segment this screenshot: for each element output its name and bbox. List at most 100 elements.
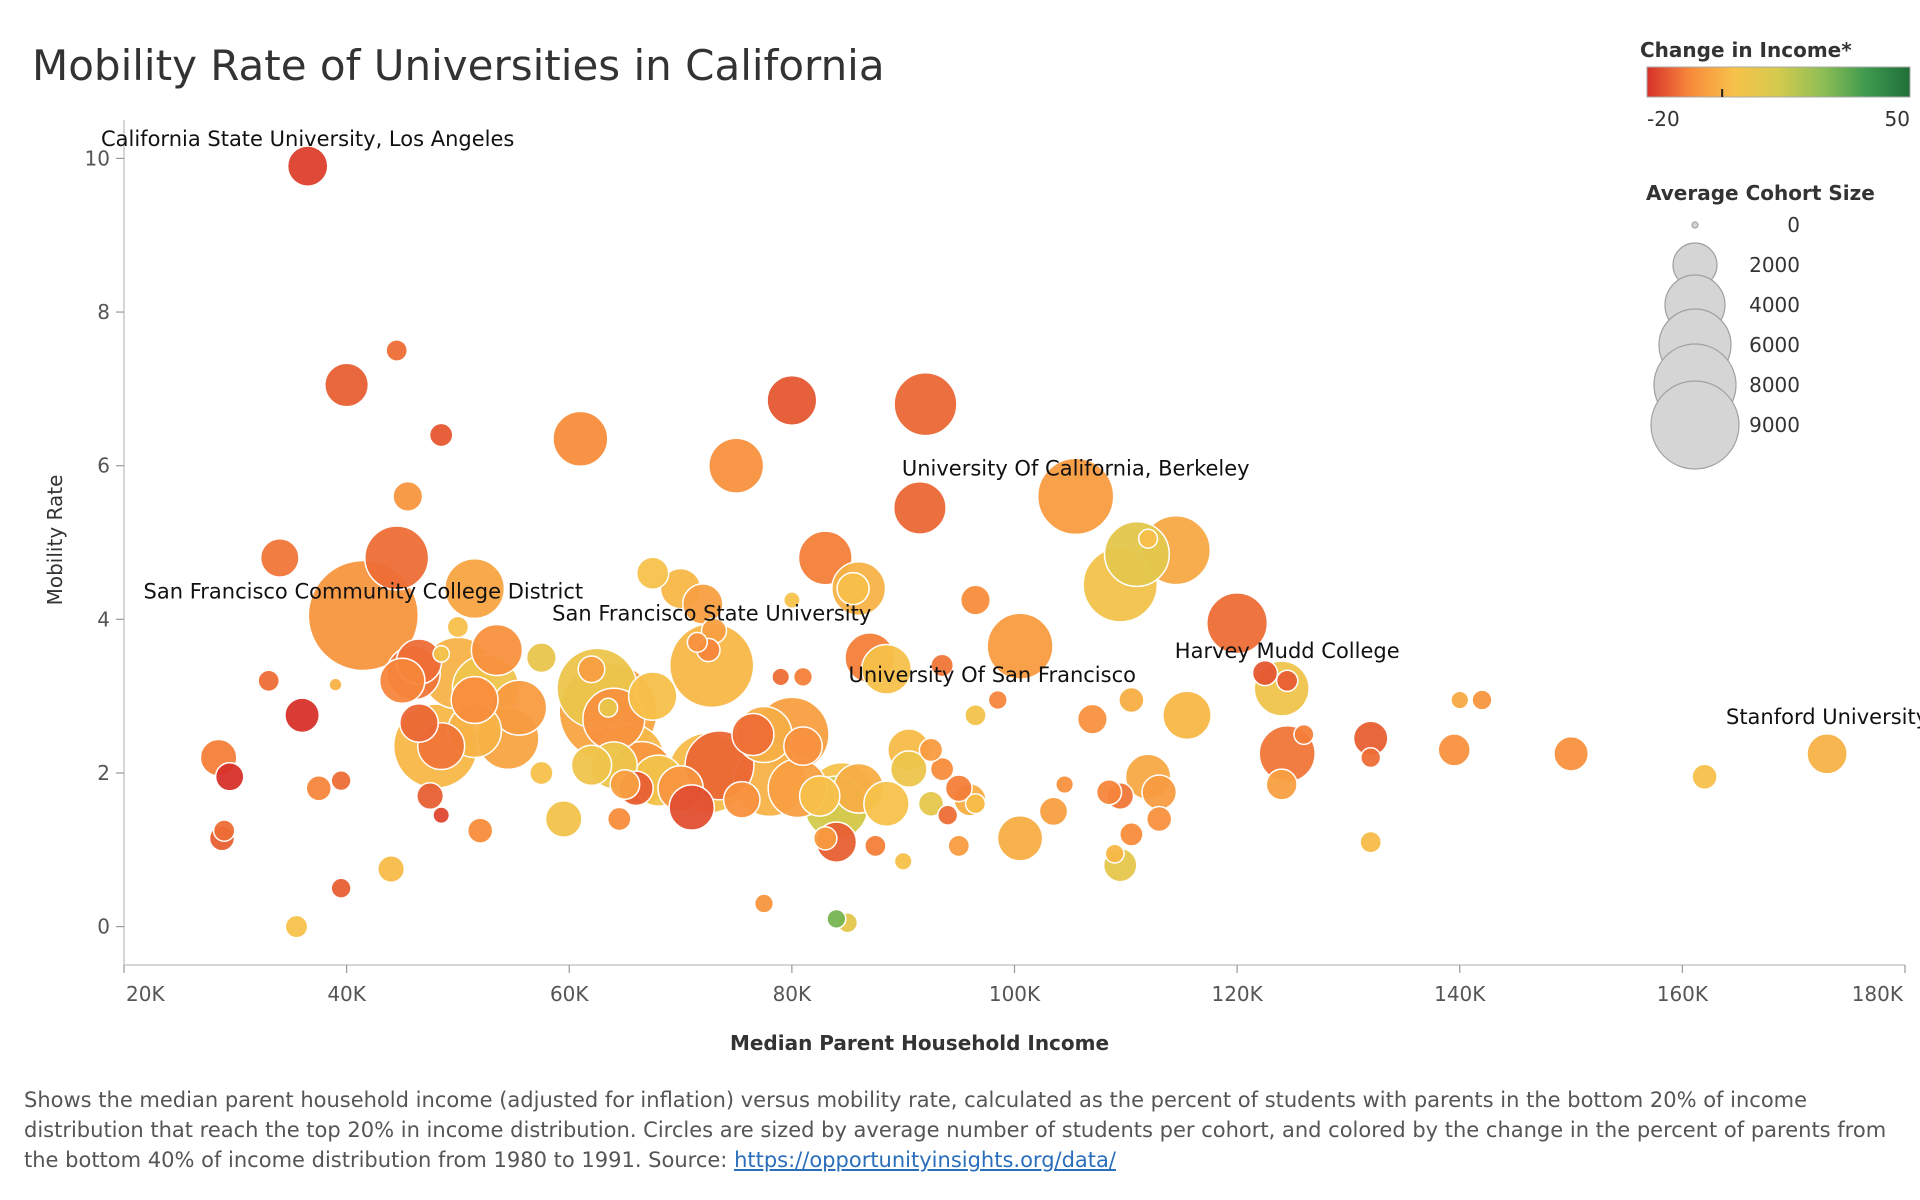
annotation-label: San Francisco State University xyxy=(552,601,871,625)
data-point xyxy=(446,615,470,639)
data-point xyxy=(284,914,309,939)
data-point xyxy=(1076,703,1108,735)
data-point xyxy=(863,780,910,828)
data-point xyxy=(525,642,557,674)
data-point xyxy=(892,480,947,535)
data-point xyxy=(466,817,494,844)
data-point xyxy=(570,744,613,787)
data-point xyxy=(708,437,765,494)
data-point xyxy=(377,854,406,884)
scatter-chart: Mobility Rate of Universities in Califor… xyxy=(32,38,1920,1055)
axes: 0 2 4 6 8 10 20K 40K 60K 80K 100K 120K 140K 160K 180K M… xyxy=(43,120,1906,1055)
data-point xyxy=(1206,592,1269,655)
data-point xyxy=(1471,689,1493,711)
color-legend-min: -20 xyxy=(1647,107,1680,131)
y-tick-label: 2 xyxy=(97,761,110,785)
data-point xyxy=(996,814,1044,862)
data-point xyxy=(917,790,945,817)
data-point xyxy=(964,793,987,815)
data-point xyxy=(324,362,370,408)
size-legend-label: 2000 xyxy=(1749,253,1800,277)
data-point xyxy=(918,737,944,763)
color-legend-title: Change in Income* xyxy=(1640,38,1852,62)
chart-title: Mobility Rate of Universities in Califor… xyxy=(32,41,885,90)
data-point xyxy=(544,800,583,838)
data-point xyxy=(668,784,716,831)
size-legend-label: 9000 xyxy=(1749,413,1800,437)
data-point xyxy=(392,480,424,512)
data-point xyxy=(1095,778,1123,806)
data-point xyxy=(1359,830,1383,854)
data-point xyxy=(893,372,958,437)
data-point xyxy=(937,804,959,826)
y-tick-label: 0 xyxy=(97,915,110,939)
data-point xyxy=(930,653,955,678)
x-tick-label: 60K xyxy=(550,982,589,1006)
y-tick-label: 4 xyxy=(97,607,110,631)
data-point xyxy=(286,145,329,187)
data-point xyxy=(1104,843,1125,864)
data-point xyxy=(635,556,670,590)
data-point xyxy=(1145,805,1173,833)
data-point xyxy=(627,671,678,721)
size-legend-label: 0 xyxy=(1787,213,1800,237)
x-axis-title: Median Parent Household Income xyxy=(730,1031,1109,1055)
data-point xyxy=(753,893,775,914)
color-legend: Change in Income* -20 50 xyxy=(1640,38,1911,131)
data-point xyxy=(1036,457,1115,536)
data-point xyxy=(836,571,870,606)
data-point xyxy=(731,712,775,757)
data-point xyxy=(450,675,499,725)
data-point xyxy=(432,806,451,825)
x-tick-label: 120K xyxy=(1211,982,1263,1006)
data-point xyxy=(428,422,454,448)
data-point xyxy=(1293,723,1315,746)
color-legend-max: 50 xyxy=(1885,107,1910,131)
x-tick-label: 100K xyxy=(989,982,1041,1006)
data-point xyxy=(598,697,619,718)
data-point xyxy=(328,677,343,692)
data-point xyxy=(944,774,973,803)
y-tick-label: 8 xyxy=(97,300,110,324)
data-point xyxy=(364,525,430,591)
data-point xyxy=(1137,528,1159,549)
data-point xyxy=(432,644,451,663)
data-point xyxy=(766,374,818,426)
data-point xyxy=(1055,774,1075,795)
data-point xyxy=(1118,686,1145,714)
x-tick-label: 40K xyxy=(327,982,366,1006)
y-tick-label: 10 xyxy=(85,146,110,170)
data-point xyxy=(470,623,524,677)
data-point xyxy=(686,631,708,654)
points-layer xyxy=(199,145,1848,939)
data-point xyxy=(529,760,554,786)
data-point xyxy=(330,877,352,899)
data-point xyxy=(964,703,987,727)
data-point xyxy=(889,750,928,789)
data-point xyxy=(1141,774,1178,811)
data-point xyxy=(399,703,439,743)
data-point xyxy=(826,908,847,930)
data-point xyxy=(782,591,801,610)
chart-caption: Shows the median parent household income… xyxy=(24,1085,1904,1175)
x-tick-label: 80K xyxy=(773,982,812,1006)
annotation-label: San Francisco Community College District xyxy=(144,579,584,603)
data-point xyxy=(1437,733,1471,767)
data-point xyxy=(1119,822,1144,847)
annotations-layer: California State University, Los Angeles… xyxy=(101,127,1920,729)
data-point xyxy=(214,761,245,792)
x-tick-label: 20K xyxy=(126,982,165,1006)
data-point xyxy=(722,780,761,819)
size-legend-circle xyxy=(1691,221,1699,229)
data-point xyxy=(1162,690,1212,741)
size-legend-title: Average Cohort Size xyxy=(1646,181,1875,205)
source-link[interactable]: https://opportunityinsights.org/data/ xyxy=(734,1148,1116,1172)
data-point xyxy=(864,834,887,858)
data-point xyxy=(444,558,506,620)
data-point xyxy=(212,819,236,842)
color-gradient-bar xyxy=(1646,66,1911,98)
size-legend-label: 6000 xyxy=(1749,333,1800,357)
data-point xyxy=(305,775,333,802)
data-point xyxy=(609,768,641,801)
data-point xyxy=(1251,659,1279,687)
